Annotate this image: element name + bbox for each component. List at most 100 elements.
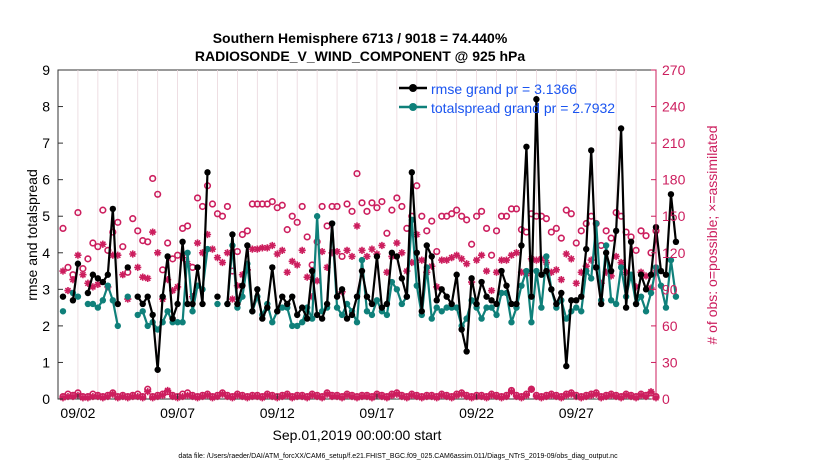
y-axis-label-left: rmse and totalspread	[24, 169, 40, 301]
obs-possible-marker	[208, 200, 217, 208]
obs-bottom-assimilated-marker	[59, 394, 67, 402]
obs-assimilated-marker	[139, 273, 147, 281]
obs-bottom-assimilated-marker	[139, 394, 147, 402]
obs-bottom-assimilated-marker	[154, 392, 162, 401]
obs-possible-marker	[154, 190, 162, 198]
obs-bottom-assimilated-marker	[69, 392, 77, 401]
rmse-point	[254, 286, 261, 293]
obs-assimilated-marker	[84, 279, 92, 287]
obs-assimilated-marker	[612, 252, 620, 261]
rmse-point	[214, 293, 221, 300]
obs-bottom-assimilated-marker	[323, 390, 331, 398]
totalspread-point	[433, 304, 440, 311]
y-right-tick-label: 0	[662, 391, 670, 407]
obs-assimilated-marker	[443, 256, 451, 264]
obs-assimilated-marker	[353, 222, 361, 230]
totalspread-point	[657, 282, 665, 289]
obs-possible-marker	[318, 202, 326, 211]
obs-bottom-assimilated-marker	[527, 385, 536, 393]
obs-assimilated-marker	[557, 275, 565, 284]
obs-possible-marker	[398, 202, 406, 211]
rmse-point	[328, 220, 336, 227]
obs-bottom-assimilated-marker	[193, 394, 202, 402]
rmse-point	[523, 143, 530, 150]
obs-possible-marker	[169, 255, 177, 263]
obs-assimilated-marker	[408, 258, 416, 267]
obs-bottom-assimilated-marker	[238, 392, 246, 401]
obs-assimilated-marker	[228, 295, 237, 303]
obs-assimilated-marker	[169, 286, 177, 295]
obs-assimilated-marker	[358, 246, 366, 254]
obs-possible-marker	[468, 240, 476, 248]
totalspread-point	[573, 304, 580, 311]
obs-bottom-assimilated-marker	[428, 392, 436, 401]
obs-assimilated-marker	[617, 258, 625, 267]
obs-possible-marker	[353, 169, 361, 178]
obs-assimilated-marker	[497, 256, 506, 264]
obs-assimilated-marker	[517, 268, 526, 276]
obs-possible-marker	[423, 227, 431, 235]
obs-bottom-assimilated-marker	[104, 392, 112, 401]
obs-bottom-assimilated-marker	[632, 394, 640, 402]
obs-assimilated-marker	[134, 263, 142, 271]
obs-bottom-assimilated-marker	[248, 392, 256, 401]
rmse-point	[408, 169, 416, 176]
obs-assimilated-marker	[453, 251, 461, 259]
rmse-point	[338, 286, 346, 293]
obs-possible-marker	[567, 210, 575, 218]
obs-bottom-assimilated-marker	[213, 392, 222, 401]
rmse-point	[114, 300, 122, 308]
y-right-tick-label: 120	[662, 245, 686, 261]
obs-assimilated-marker	[502, 256, 511, 264]
totalspread-point	[528, 319, 535, 326]
totalspread-point	[164, 308, 171, 315]
obs-possible-marker	[293, 218, 301, 226]
obs-assimilated-marker	[99, 240, 107, 248]
obs-bottom-assimilated-marker	[328, 392, 336, 401]
x-tick-label: 09/17	[359, 405, 394, 421]
y-left-tick-label: 0	[42, 391, 50, 407]
obs-assimilated-marker	[69, 275, 77, 284]
obs-assimilated-marker	[74, 251, 82, 259]
rmse-point	[144, 293, 151, 300]
obs-assimilated-marker	[94, 280, 102, 289]
obs-bottom-assimilated-marker	[577, 394, 585, 402]
rmse-point	[667, 191, 675, 198]
obs-bottom-assimilated-marker	[228, 394, 237, 402]
totalspread-point	[124, 293, 131, 300]
obs-assimilated-marker	[174, 283, 182, 291]
rmse-point	[607, 267, 615, 275]
obs-assimilated-marker	[458, 255, 466, 263]
axes-layer: 0123456789030609012015018021024027009/02…	[42, 62, 685, 421]
rmse-point	[558, 289, 565, 297]
obs-possible-marker	[413, 182, 421, 190]
totalspread-point	[174, 319, 181, 326]
y-left-tick-label: 5	[42, 208, 50, 224]
rmse-point	[453, 271, 460, 278]
obs-assimilated-marker	[448, 254, 456, 262]
obs-bottom-assimilated-marker	[507, 388, 516, 396]
x-tick-label: 09/02	[60, 405, 95, 421]
rmse-point	[298, 304, 306, 311]
totalspread-point	[662, 304, 670, 311]
rmse-point	[204, 169, 211, 176]
obs-bottom-assimilated-marker	[348, 392, 356, 401]
totalspread-point	[607, 297, 615, 304]
obs-assimilated-marker	[119, 271, 127, 279]
totalspread-point	[358, 256, 366, 264]
rmse-point	[627, 238, 635, 246]
obs-bottom-assimilated-marker	[438, 391, 446, 399]
y-left-tick-label: 1	[42, 354, 50, 370]
obs-bottom-assimilated-marker	[268, 392, 276, 401]
obs-possible-marker	[388, 206, 396, 214]
rmse-point	[318, 315, 326, 322]
obs-bottom-assimilated-marker	[164, 386, 172, 395]
obs-possible-marker	[632, 246, 640, 254]
totalspread-point	[74, 293, 82, 300]
obs-bottom-assimilated-marker	[283, 391, 291, 399]
obs-assimilated-marker	[208, 245, 217, 253]
obs-assimilated-marker	[602, 268, 610, 276]
obs-possible-marker	[577, 227, 585, 235]
obs-bottom-assimilated-marker	[318, 394, 326, 402]
